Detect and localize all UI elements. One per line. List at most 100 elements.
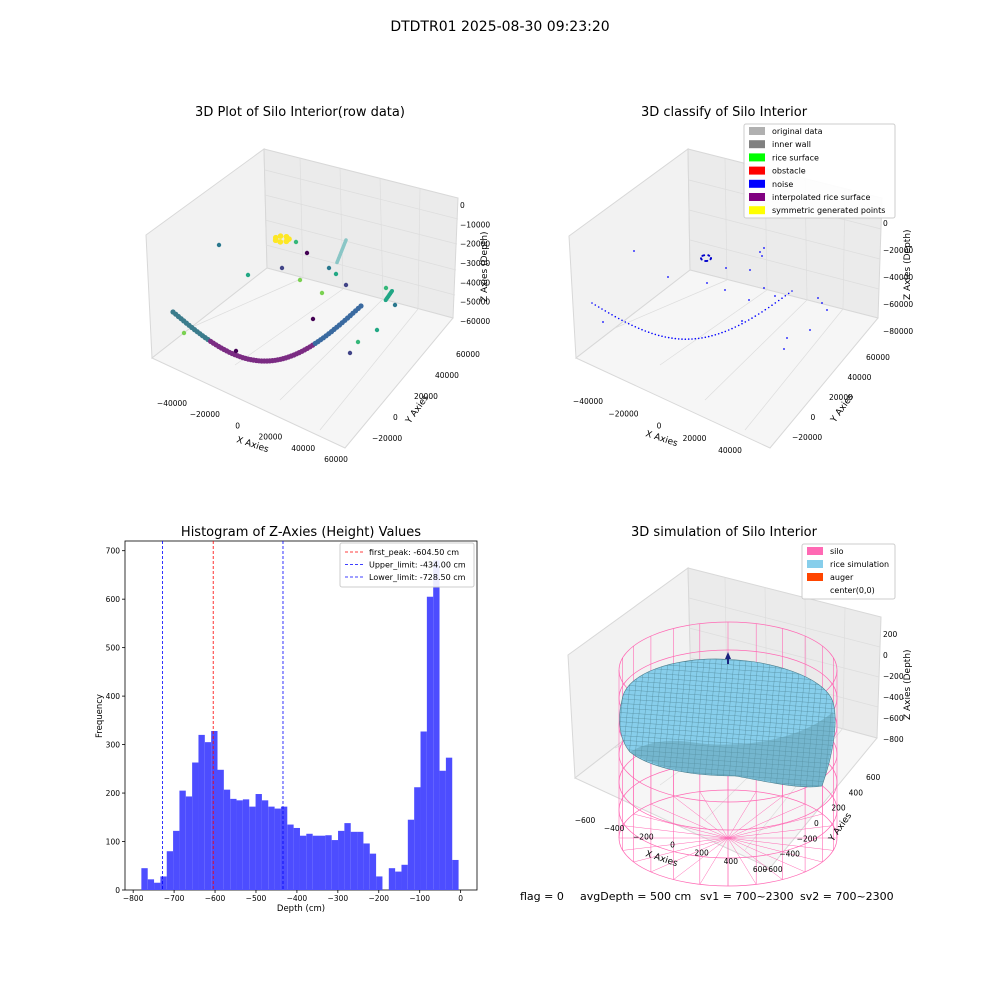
sim-legend-swatch bbox=[807, 560, 823, 568]
raw-x-tick-4: 40000 bbox=[291, 444, 315, 453]
raw-z-tick-6: −60000 bbox=[460, 317, 490, 326]
footer-sv2: sv2 = 700~2300 bbox=[800, 890, 894, 903]
raw-point bbox=[216, 242, 222, 248]
raw-z-tick-1: −10000 bbox=[460, 220, 490, 229]
classify-point bbox=[707, 335, 710, 338]
hist-bar bbox=[249, 806, 256, 890]
classify-point bbox=[691, 338, 693, 340]
sim-x-tick-4: 200 bbox=[695, 849, 710, 858]
raw-point bbox=[277, 239, 283, 245]
hist-y-tick: 400 bbox=[106, 692, 121, 701]
classify-point bbox=[667, 336, 670, 339]
classify-x-ticks: −40000 −20000 0 20000 40000 bbox=[573, 397, 742, 455]
sim-y-label: Y Axies bbox=[827, 811, 855, 844]
classify-y-tick-2: 20000 bbox=[829, 393, 853, 402]
classify-point bbox=[741, 322, 743, 325]
classify-legend-swatch bbox=[749, 166, 765, 175]
classify-point bbox=[781, 297, 783, 300]
classify-point bbox=[657, 334, 660, 337]
hist-y-tick: 600 bbox=[106, 595, 121, 604]
classify-point bbox=[761, 311, 763, 313]
hist-bar bbox=[439, 770, 446, 890]
hist-bar bbox=[192, 762, 199, 890]
raw-point bbox=[293, 239, 299, 245]
raw-point bbox=[319, 290, 325, 296]
hist-bar bbox=[433, 560, 440, 890]
hist-x-tick: −400 bbox=[287, 894, 308, 903]
hist-y-label: Frequency bbox=[95, 694, 105, 738]
classify-y-tick-3: 40000 bbox=[848, 373, 872, 382]
hist-legend-box bbox=[339, 542, 475, 588]
hist-bar bbox=[236, 800, 243, 890]
classify-legend-label: obstacle bbox=[772, 167, 806, 176]
hist-bar bbox=[306, 833, 313, 890]
classify-point bbox=[767, 306, 770, 309]
classify-point bbox=[641, 328, 643, 331]
hist-x-tick: −100 bbox=[409, 894, 430, 903]
sim-z-ticks: 200 0 −200 −400 −600 −800 bbox=[883, 630, 904, 744]
raw-z-tick-5: −50000 bbox=[460, 298, 490, 307]
classify-point bbox=[763, 247, 765, 249]
sim-x-tick-0: −600 bbox=[575, 816, 596, 825]
classify-point bbox=[697, 337, 700, 340]
hist-bar bbox=[179, 790, 186, 890]
classify-point bbox=[774, 302, 777, 304]
classify-y-tick-4: 60000 bbox=[866, 353, 890, 362]
classify-point bbox=[701, 337, 703, 339]
raw-y-tick-2: 20000 bbox=[414, 392, 438, 401]
raw-x-tick-1: −20000 bbox=[190, 410, 220, 419]
classify-pane-floor bbox=[575, 269, 879, 449]
classify-x-tick-3: 20000 bbox=[683, 434, 707, 443]
raw-point bbox=[245, 272, 251, 278]
classify-point bbox=[709, 258, 712, 261]
sim-legend-swatch bbox=[807, 573, 823, 581]
hist-legend-label: first_peak: -604.50 cm bbox=[369, 548, 459, 557]
hist-bar bbox=[242, 799, 250, 890]
hist-bar bbox=[344, 823, 351, 890]
classify-point bbox=[706, 282, 708, 284]
hist-bar bbox=[166, 851, 174, 890]
sim-legend-label: center(0,0) bbox=[830, 586, 875, 595]
classify-point bbox=[761, 255, 763, 257]
hist-bar bbox=[230, 798, 237, 890]
sim-y-tick-6: 600 bbox=[866, 773, 881, 782]
classify-point bbox=[633, 250, 635, 252]
hist-x-label: Depth (cm) bbox=[277, 904, 325, 914]
sim-z-tick-1: 0 bbox=[883, 651, 888, 660]
hist-bar bbox=[261, 800, 269, 890]
sim-x-label: X Axies bbox=[644, 849, 679, 869]
panel-raw-title: 3D Plot of Silo Interior(row data) bbox=[195, 105, 405, 120]
raw-y-tick-3: 40000 bbox=[435, 371, 459, 380]
hist-bar bbox=[154, 882, 161, 890]
classify-legend-swatch bbox=[749, 127, 765, 135]
hist-bar bbox=[223, 789, 231, 890]
sim-x-tick-2: −200 bbox=[633, 832, 654, 841]
classify-z-tick-4: −80000 bbox=[883, 327, 913, 336]
raw-x-tick-2: 0 bbox=[235, 421, 240, 430]
classify-point bbox=[717, 333, 720, 335]
classify-x-tick-1: −20000 bbox=[608, 409, 638, 418]
raw-x-ticks: −40000−20000 0 20000 40000 60000 bbox=[157, 399, 348, 464]
classify-z-tick-1: −20000 bbox=[883, 246, 913, 255]
hist-bar bbox=[141, 868, 148, 890]
classify-z-tick-2: −40000 bbox=[883, 273, 913, 282]
classify-legend-swatch bbox=[749, 153, 765, 162]
hist-bar bbox=[173, 830, 180, 890]
classify-point bbox=[684, 338, 687, 341]
raw-point bbox=[347, 350, 353, 356]
sim-x-tick-5: 400 bbox=[724, 857, 739, 866]
classify-legend-swatch bbox=[749, 140, 765, 149]
classify-legend: original data inner wall rice surface obsta… bbox=[743, 123, 896, 219]
sim-x-tick-6: 600 bbox=[753, 865, 768, 874]
hist-bar bbox=[363, 843, 370, 890]
hist-bar bbox=[211, 731, 218, 890]
classify-x-tick-0: −40000 bbox=[573, 397, 603, 406]
hist-bars bbox=[141, 560, 459, 890]
classify-legend-label: rice surface bbox=[772, 153, 819, 162]
raw-point bbox=[335, 260, 339, 265]
hist-y-tick: 200 bbox=[106, 789, 121, 798]
hist-bar bbox=[395, 871, 402, 890]
sim-z-tick-3: −400 bbox=[883, 693, 904, 702]
raw-y-ticks: −20000 0 20000 40000 60000 bbox=[372, 350, 480, 443]
hist-x-ticks: −800 −700 −600 −500 −400 −300 −200 −100 0 bbox=[123, 890, 463, 903]
